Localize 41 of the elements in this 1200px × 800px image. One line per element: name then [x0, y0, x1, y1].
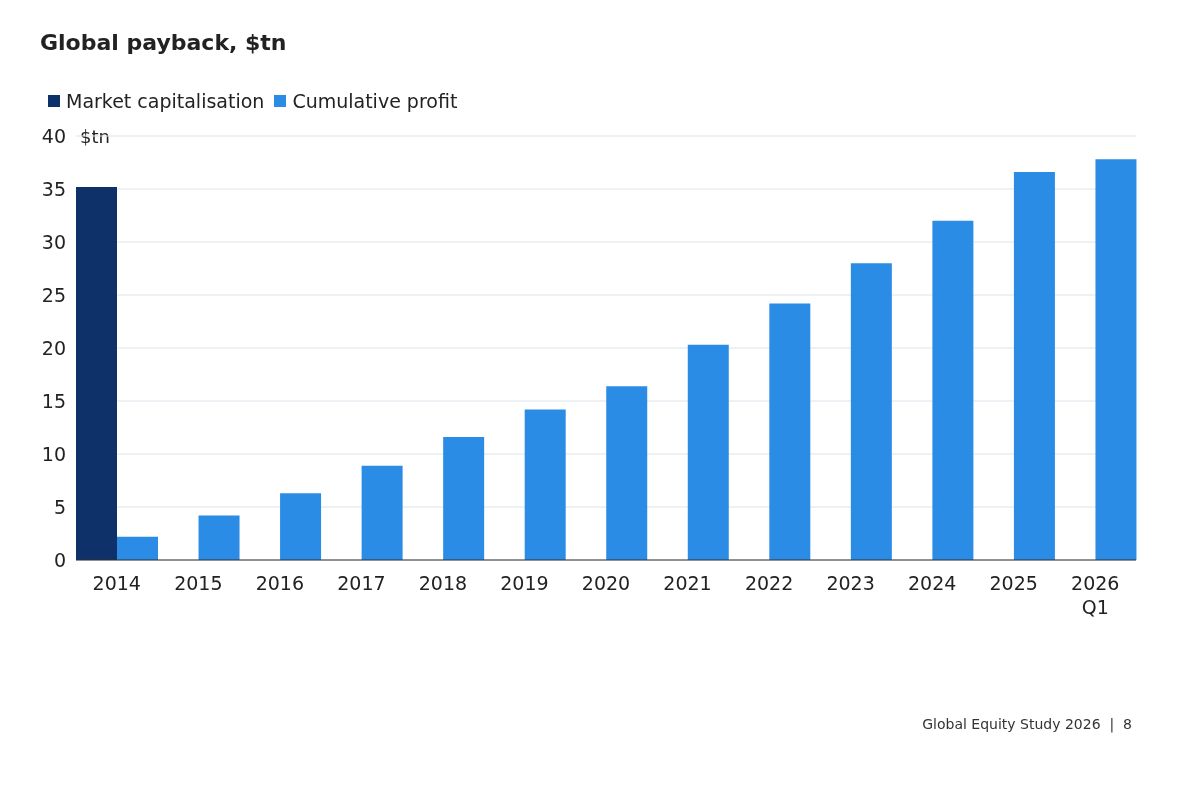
x-tick-label: 2018 [418, 572, 468, 594]
bar [769, 303, 811, 560]
bar [117, 536, 158, 560]
text: Global Equity Study 2026 | 8 [922, 716, 1132, 732]
y-tick-label: 20 [41, 336, 66, 359]
bar [443, 437, 485, 560]
y-axis-title: $tn [80, 126, 110, 147]
y-tick-label: 30 [41, 230, 66, 253]
bar [361, 465, 403, 560]
y-tick-label: 10 [41, 442, 66, 465]
x-tick-label: 2017 [337, 572, 386, 594]
y-tick-label: 15 [41, 389, 66, 412]
y-tick-label: 25 [41, 283, 66, 306]
x-tick-label: 2015 [174, 572, 223, 594]
bar [76, 186, 117, 560]
bar [606, 386, 648, 560]
y-tick-label: 40 [41, 124, 66, 147]
x-tick-label: 2024 [907, 572, 957, 594]
x-tick-label: 2021 [663, 572, 712, 594]
legend-label: Cumulative profit [291, 90, 458, 112]
x-tick-label: 2025 [989, 572, 1038, 594]
bar [850, 263, 892, 560]
x-tick-label: 2016 [255, 572, 305, 594]
y-tick-label: 0 [53, 548, 66, 571]
x-tick-label: 2023 [826, 572, 875, 594]
bar [524, 409, 566, 560]
x-tick-label: 2019 [500, 572, 549, 594]
bar [198, 515, 240, 560]
bar [1013, 172, 1055, 560]
bar [687, 344, 729, 560]
bar [280, 493, 322, 560]
x-tick-label: 2022 [744, 572, 794, 594]
chart-title: Global payback, $tn [40, 30, 287, 55]
x-tick-label: 2026 Q1 [1071, 572, 1120, 618]
x-tick-label: 2020 [581, 572, 631, 594]
legend-label: Market capitalisation [65, 90, 265, 112]
x-tick-label: 2014 [92, 572, 141, 594]
y-tick-label: 5 [53, 495, 66, 518]
bar [932, 220, 974, 560]
y-tick-label: 35 [41, 177, 66, 200]
bar [1095, 159, 1137, 560]
